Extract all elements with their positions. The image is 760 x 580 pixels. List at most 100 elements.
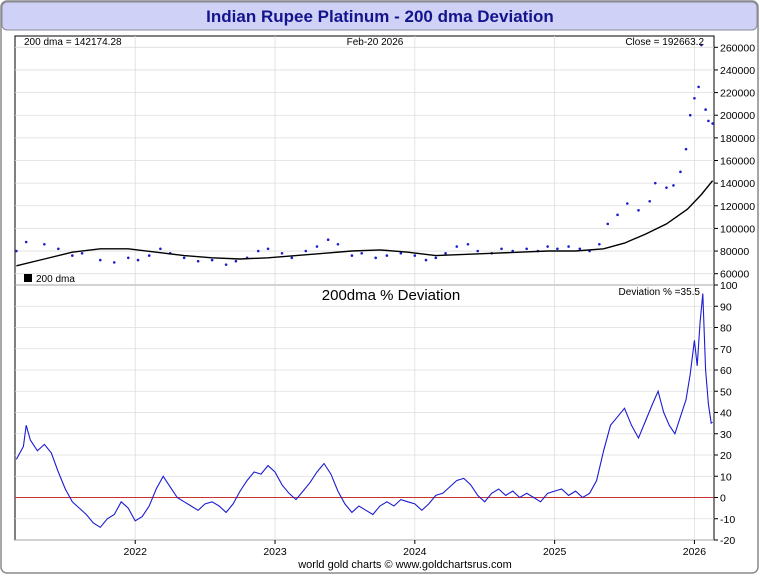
- close-point: [210, 258, 214, 262]
- close-point: [665, 186, 668, 189]
- dma-line: [16, 180, 714, 267]
- top-grid: [15, 36, 714, 285]
- y-tick-label: 60: [720, 365, 732, 377]
- close-point: [637, 209, 640, 212]
- y-tick-label: 10: [720, 471, 732, 483]
- close-point: [256, 249, 260, 253]
- deviation-title: 200dma % Deviation: [322, 287, 460, 304]
- close-point: [266, 247, 270, 251]
- y-tick-label: -20: [720, 535, 735, 547]
- bottom-y-axis: -20 -10 0 10 20 30 40 50 60 70 80 90 100: [714, 280, 738, 547]
- y-tick-label: 100: [720, 280, 738, 292]
- y-tick-label: 30: [720, 429, 732, 441]
- close-point: [15, 249, 18, 253]
- deviation-header: Deviation % =35.5: [619, 287, 701, 298]
- x-tick-label: 2026: [683, 546, 707, 558]
- y-tick-label: 90: [720, 301, 732, 313]
- close-point: [700, 43, 703, 47]
- footer-credit: world gold charts © www.goldchartsrus.co…: [297, 559, 512, 571]
- close-point: [500, 247, 503, 251]
- close-point: [290, 256, 294, 260]
- close-point: [556, 247, 559, 251]
- y-tick-label: 20: [720, 450, 732, 462]
- close-point: [280, 252, 284, 255]
- close-point: [684, 147, 688, 151]
- dma-header: 200 dma = 142174.28: [24, 37, 122, 48]
- y-tick-label: 220000: [720, 88, 755, 100]
- close-point: [159, 247, 162, 251]
- close-point: [525, 247, 528, 251]
- close-point: [385, 254, 389, 257]
- close-point: [444, 252, 447, 255]
- close-point: [196, 259, 200, 263]
- chart-title: Indian Rupee Platinum - 200 dma Deviatio…: [206, 7, 554, 26]
- y-tick-label: 260000: [720, 42, 755, 54]
- close-point: [98, 258, 102, 262]
- close-point: [511, 249, 514, 253]
- close-point: [112, 261, 116, 264]
- close-point: [24, 240, 28, 244]
- y-tick-label: 140000: [720, 178, 755, 190]
- y-tick-label: 0: [720, 493, 726, 505]
- y-tick-label: 180000: [720, 133, 755, 145]
- close-point: [606, 222, 610, 226]
- close-point: [567, 245, 570, 248]
- y-tick-label: 80000: [720, 246, 749, 258]
- close-point: [136, 258, 140, 262]
- close-point: [648, 199, 651, 203]
- close-point: [688, 113, 692, 117]
- deviation-line: [15, 293, 713, 529]
- close-point: [424, 258, 428, 262]
- close-point: [374, 256, 377, 260]
- x-tick-label: 2025: [543, 546, 567, 558]
- close-point: [434, 256, 438, 260]
- close-point: [693, 96, 696, 100]
- close-point: [326, 238, 330, 242]
- y-tick-label: 160000: [720, 156, 755, 168]
- close-point: [71, 254, 74, 257]
- close-point: [234, 259, 238, 263]
- y-tick-label: 120000: [720, 201, 755, 213]
- y-tick-label: 100000: [720, 223, 755, 235]
- close-point: [679, 170, 682, 174]
- x-tick-label: 2022: [124, 546, 148, 558]
- close-point: [697, 85, 700, 89]
- close-point: [360, 252, 364, 255]
- bottom-marks: [15, 293, 714, 529]
- close-point: [672, 184, 675, 187]
- x-tick-label: 2023: [263, 546, 287, 558]
- close-point: [711, 122, 714, 125]
- date-header: Feb-20 2026: [347, 37, 404, 48]
- close-point: [315, 245, 319, 248]
- close-point: [126, 256, 130, 260]
- close-point: [43, 242, 46, 246]
- close-point: [182, 256, 186, 260]
- close-point: [57, 247, 60, 251]
- y-tick-label: 200000: [720, 110, 755, 122]
- close-point: [147, 254, 151, 257]
- close-point: [350, 254, 354, 257]
- top-y-axis: 60000 80000 100000 120000 140000 160000 180000…: [714, 42, 755, 281]
- close-point: [80, 252, 84, 255]
- close-point: [653, 181, 657, 185]
- close-point: [707, 119, 710, 123]
- close-point: [476, 249, 480, 253]
- close-point: [413, 254, 417, 257]
- top-marks: [15, 43, 714, 267]
- close-point: [224, 263, 228, 266]
- close-point: [704, 108, 707, 111]
- close-point: [455, 245, 459, 248]
- y-tick-label: 80: [720, 323, 732, 335]
- close-point: [578, 247, 582, 251]
- y-tick-label: 70: [720, 344, 732, 356]
- y-tick-label: 40: [720, 408, 732, 420]
- close-point: [466, 242, 470, 246]
- x-tick-label: 2024: [403, 546, 427, 558]
- title-bar: [1, 1, 758, 31]
- y-tick-label: 240000: [720, 65, 755, 77]
- y-tick-label: -10: [720, 514, 735, 526]
- x-axis: 2022 2023 2024 2025 2026: [124, 540, 707, 558]
- close-point: [616, 213, 619, 217]
- close-point: [336, 242, 340, 246]
